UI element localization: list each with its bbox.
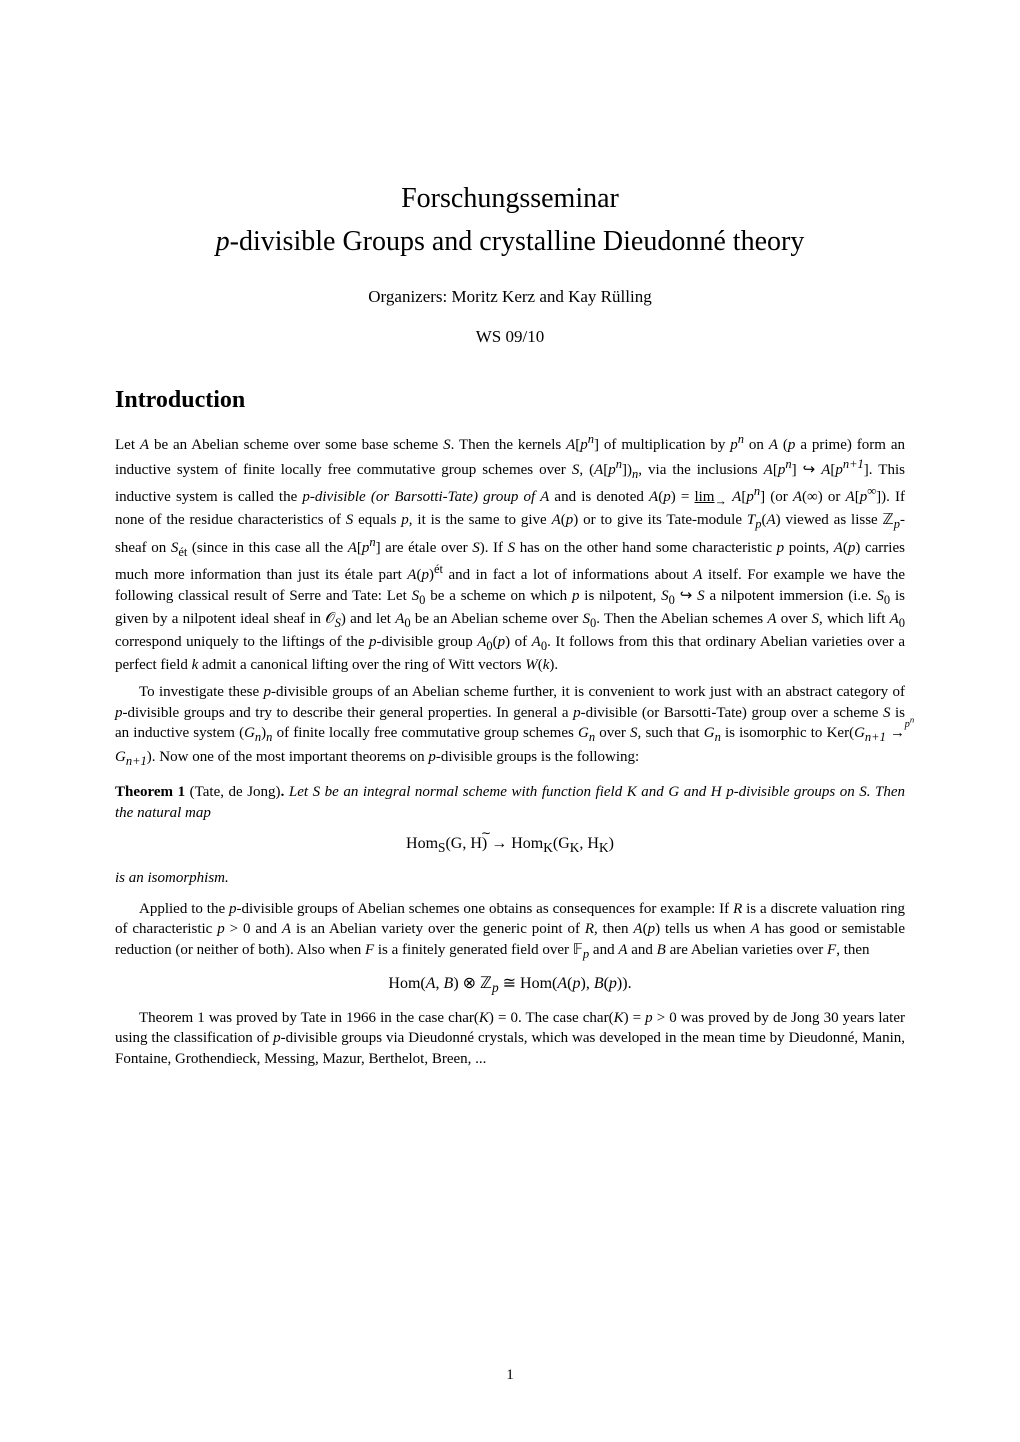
paragraph-3: Applied to the p-divisible groups of Abe… — [115, 899, 905, 964]
page-number: 1 — [0, 1365, 1020, 1386]
theorem-1: Theorem 1 (Tate, de Jong). Let S be an i… — [115, 782, 905, 823]
paragraph-4: Theorem 1 was proved by Tate in 1966 in … — [115, 1008, 905, 1070]
semester-line: WS 09/10 — [115, 325, 905, 348]
title-block: Forschungsseminar p-divisible Groups and… — [115, 180, 905, 348]
paragraph-2: To investigate these p-divisible groups … — [115, 682, 905, 770]
display-math-1: HomS(G, H) →∼ HomK(GK, HK) — [115, 833, 905, 858]
theorem-attribution: (Tate, de Jong) — [185, 784, 280, 800]
theorem-conclusion: is an isomorphism. — [115, 868, 905, 889]
paragraph-1: Let A be an Abelian scheme over some bas… — [115, 431, 905, 676]
theorem-label: Theorem 1 — [115, 784, 185, 800]
organizers-line: Organizers: Moritz Kerz and Kay Rülling — [115, 285, 905, 308]
title-line1: Forschungsseminar — [115, 180, 905, 219]
section-heading-introduction: Introduction — [115, 384, 905, 417]
display-math-2: Hom(A, B) ⊗ ℤp ≅ Hom(A(p), B(p)). — [115, 973, 905, 998]
title-line2: p-divisible Groups and crystalline Dieud… — [115, 223, 905, 262]
